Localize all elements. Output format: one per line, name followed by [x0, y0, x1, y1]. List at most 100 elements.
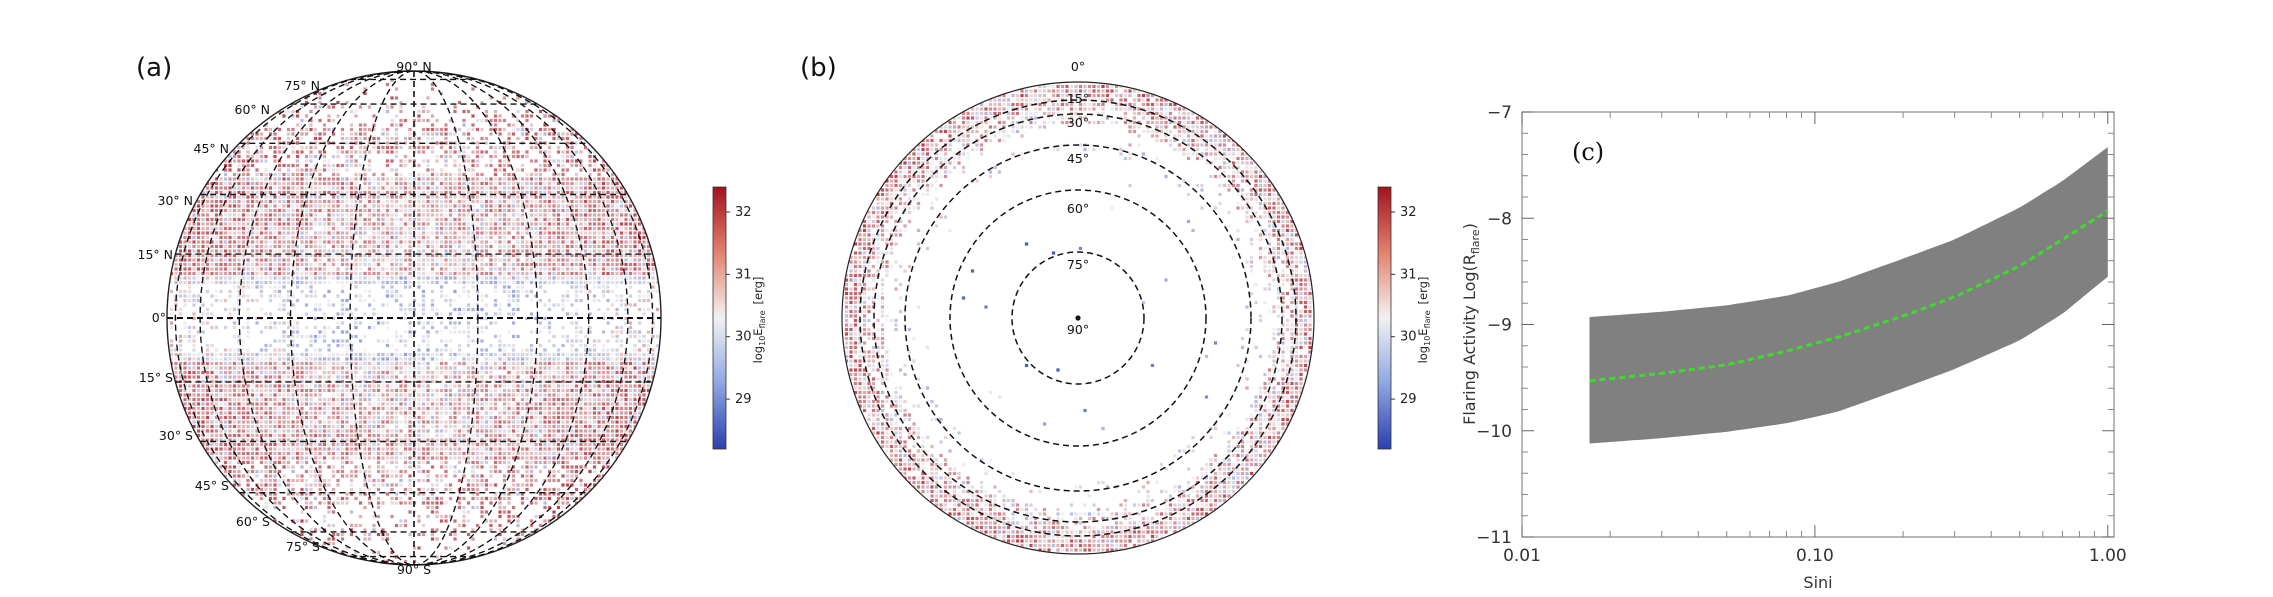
flare-cell: [493, 145, 498, 150]
flare-cell: [273, 181, 277, 186]
flare-cell: [237, 384, 241, 388]
flare-cell: [363, 235, 367, 240]
flare-cell: [250, 258, 255, 262]
flare-cell: [426, 132, 430, 136]
flare-cell: [246, 253, 250, 258]
flare-cell: [529, 384, 534, 388]
flare-cell: [444, 213, 448, 217]
flare-cell: [552, 357, 556, 361]
flare-cell: [259, 222, 264, 226]
flare-cell: [633, 249, 637, 253]
flare-cell: [282, 145, 286, 150]
flare-cell: [241, 181, 246, 186]
flare-cell: [556, 118, 561, 123]
flare-cell: [394, 217, 399, 222]
flare-cell: [457, 280, 462, 285]
flare-cell: [399, 352, 403, 357]
flare-cell: [426, 217, 430, 222]
flare-cell: [390, 393, 394, 397]
flare-cell: [466, 213, 471, 217]
flare-cell: [372, 181, 376, 186]
flare-cell: [565, 276, 570, 280]
flare-cell: [511, 222, 516, 226]
flare-cell: [601, 285, 606, 289]
flare-cell: [291, 109, 295, 114]
flare-cell: [376, 226, 381, 231]
flare-cell: [624, 357, 628, 361]
flare-cell: [273, 397, 277, 402]
flare-cell: [390, 105, 394, 109]
flare-cell: [543, 195, 547, 199]
flare-cell: [255, 199, 259, 204]
flare-cell: [462, 235, 466, 240]
flare-cell: [187, 325, 192, 330]
flare-cell: [295, 298, 300, 303]
flare-cell: [421, 384, 426, 388]
flare-cell: [367, 163, 372, 168]
flare-cell: [525, 352, 529, 357]
flare-cell: [628, 226, 633, 231]
flare-cell: [529, 375, 534, 379]
flare-cell: [570, 276, 574, 280]
flare-cell: [228, 388, 232, 393]
flare-cell: [534, 244, 538, 249]
flare-cell: [592, 388, 597, 393]
flare-cell: [358, 186, 363, 190]
flare-cell: [394, 123, 399, 127]
flare-cell: [205, 375, 210, 379]
flare-cell: [601, 235, 606, 240]
flare-cell: [327, 163, 331, 168]
flare-cell: [322, 267, 327, 271]
flare-cell: [322, 276, 327, 280]
flare-cell: [349, 181, 354, 186]
flare-cell: [354, 217, 358, 222]
flare-cell: [255, 231, 259, 235]
flare-cell: [547, 222, 552, 226]
flare-cell: [349, 343, 354, 348]
flare-cell: [534, 330, 538, 334]
flare-cell: [318, 267, 322, 271]
flare-cell: [624, 312, 628, 316]
flare-cell: [394, 258, 399, 262]
flare-cell: [246, 136, 250, 141]
flare-cell: [511, 244, 516, 249]
flare-cell: [304, 352, 309, 357]
flare-cell: [327, 190, 331, 195]
flare-cell: [637, 244, 642, 249]
flare-cell: [570, 132, 574, 136]
flare-cell: [574, 172, 579, 177]
flare-cell: [421, 298, 426, 303]
flare-cell: [372, 226, 376, 231]
flare-cell: [439, 172, 444, 177]
flare-cell: [511, 213, 516, 217]
flare-cell: [435, 330, 439, 334]
flare-cell: [633, 379, 637, 384]
flare-cell: [403, 366, 408, 370]
flare-cell: [610, 393, 615, 397]
flare-cell: [619, 213, 624, 217]
flare-cell: [196, 244, 201, 249]
flare-cell: [183, 280, 187, 285]
flare-cell: [286, 352, 291, 357]
flare-cell: [439, 330, 444, 334]
flare-cell: [205, 384, 210, 388]
flare-cell: [606, 186, 610, 190]
flare-cell: [484, 217, 489, 222]
flare-cell: [552, 262, 556, 267]
flare-cell: [304, 172, 309, 177]
flare-cell: [363, 91, 367, 96]
flare-cell: [444, 253, 448, 258]
flare-cell: [367, 181, 372, 186]
flare-cell: [286, 312, 291, 316]
flare-cell: [439, 231, 444, 235]
flare-cell: [363, 388, 367, 393]
flare-cell: [574, 204, 579, 208]
flare-cell: [471, 276, 475, 280]
flare-cell: [565, 334, 570, 339]
flare-cell: [205, 244, 210, 249]
flare-cell: [628, 235, 633, 240]
flare-cell: [601, 280, 606, 285]
flare-cell: [304, 249, 309, 253]
flare-cell: [435, 352, 439, 357]
flare-cell: [435, 312, 439, 316]
